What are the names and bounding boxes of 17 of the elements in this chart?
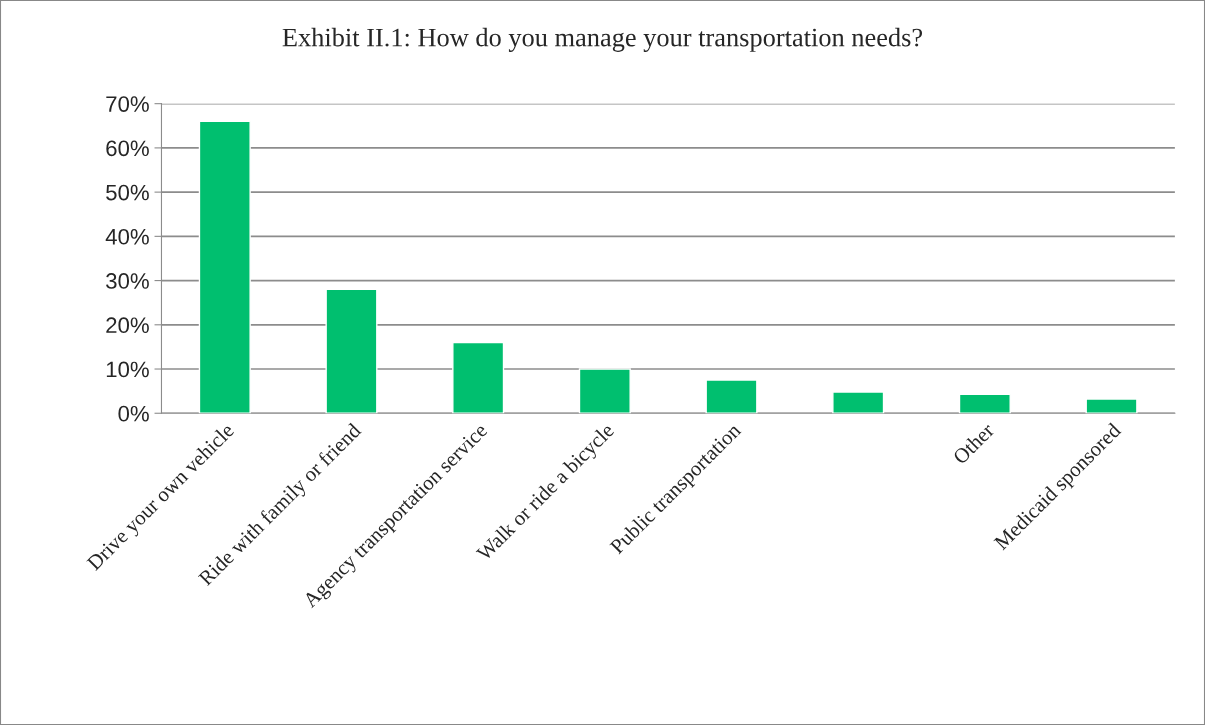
y-tick-label: 70% <box>106 96 149 112</box>
chart-title: Exhibit II.1: How do you manage your transportation needs? <box>282 27 923 52</box>
bar <box>325 288 378 414</box>
y-tick-label: 50% <box>106 184 149 201</box>
bar <box>452 341 505 414</box>
bar <box>1085 398 1138 414</box>
bar <box>705 379 758 414</box>
bar <box>832 391 885 414</box>
bar <box>198 120 251 414</box>
y-tick-label: 0% <box>118 405 149 422</box>
bar <box>958 393 1011 414</box>
bar <box>578 368 631 414</box>
y-tick-label: 10% <box>106 361 149 378</box>
y-tick-label: 20% <box>106 317 149 334</box>
y-tick-label: 60% <box>106 140 149 157</box>
y-tick-label: 30% <box>106 273 149 289</box>
y-tick-label: 40% <box>105 228 149 245</box>
